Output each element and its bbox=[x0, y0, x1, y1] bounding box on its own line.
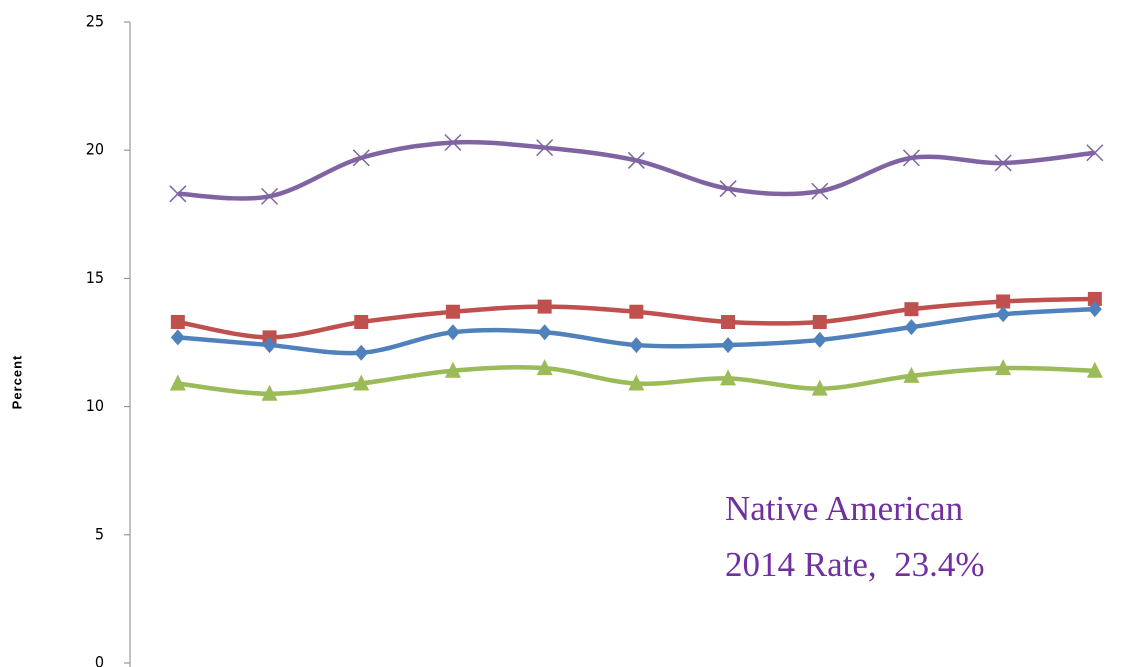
marker bbox=[536, 139, 554, 157]
marker bbox=[354, 314, 369, 329]
y-tick-label: 15 bbox=[86, 268, 104, 287]
marker bbox=[628, 374, 645, 391]
marker bbox=[904, 319, 919, 336]
marker bbox=[169, 185, 187, 203]
marker bbox=[444, 361, 461, 378]
marker bbox=[170, 329, 185, 346]
marker bbox=[812, 314, 827, 329]
marker bbox=[1086, 144, 1104, 162]
marker bbox=[995, 359, 1012, 376]
marker bbox=[170, 314, 185, 329]
marker bbox=[904, 302, 919, 317]
marker bbox=[445, 324, 460, 341]
marker bbox=[996, 306, 1011, 323]
marker bbox=[537, 324, 552, 341]
y-axis-label: Percent bbox=[9, 355, 24, 410]
marker bbox=[811, 182, 829, 200]
marker bbox=[1086, 361, 1103, 378]
marker bbox=[353, 374, 370, 391]
marker bbox=[354, 344, 369, 361]
marker bbox=[721, 337, 736, 354]
marker bbox=[169, 374, 186, 391]
marker bbox=[262, 337, 277, 354]
marker bbox=[444, 133, 462, 152]
marker bbox=[629, 337, 644, 354]
marker bbox=[994, 154, 1012, 172]
marker bbox=[719, 180, 737, 198]
marker bbox=[261, 384, 278, 401]
marker bbox=[903, 366, 920, 383]
marker bbox=[902, 149, 920, 167]
marker bbox=[261, 187, 279, 205]
marker bbox=[720, 369, 737, 386]
y-tick-label: 10 bbox=[86, 396, 104, 415]
y-tick-label: 25 bbox=[86, 12, 104, 31]
y-tick-label: 20 bbox=[86, 140, 104, 159]
marker bbox=[536, 359, 553, 376]
marker bbox=[812, 331, 827, 348]
marker bbox=[537, 299, 552, 314]
marker bbox=[1087, 301, 1102, 318]
marker bbox=[721, 314, 736, 329]
annotation: 2014 Rate, 23.4% bbox=[725, 545, 985, 584]
marker bbox=[352, 149, 370, 167]
y-tick-label: 5 bbox=[95, 524, 104, 543]
marker bbox=[996, 294, 1011, 309]
annotation: Native American bbox=[725, 489, 963, 528]
line bbox=[177, 139, 1096, 201]
marker bbox=[445, 304, 460, 319]
y-tick-label: 0 bbox=[95, 653, 104, 667]
marker bbox=[1087, 291, 1102, 306]
marker bbox=[627, 151, 645, 169]
marker bbox=[811, 379, 828, 396]
marker bbox=[629, 304, 644, 319]
